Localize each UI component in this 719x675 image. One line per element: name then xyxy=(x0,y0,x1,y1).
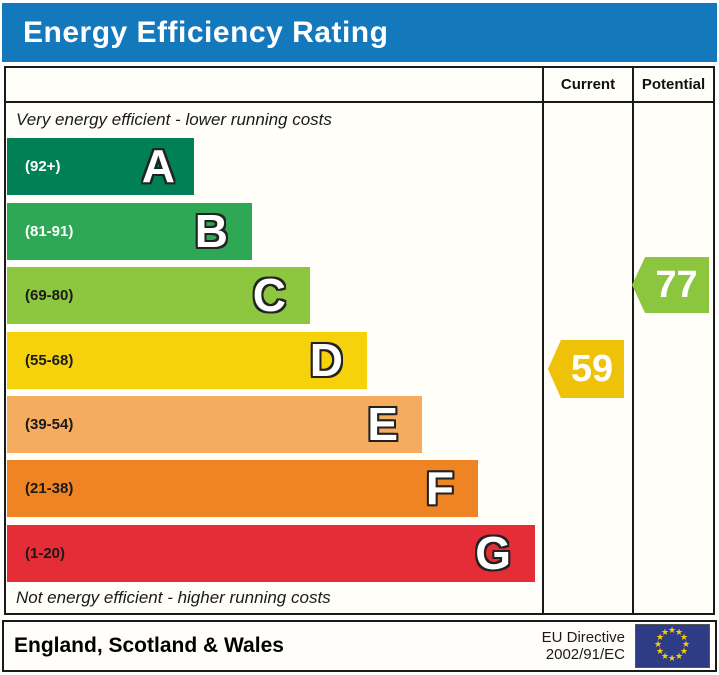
header-row-divider xyxy=(6,101,713,103)
potential-column-header: Potential xyxy=(641,76,706,93)
rating-table: Current Potential Very energy efficient … xyxy=(4,66,715,615)
band-c-range: (69-80) xyxy=(25,287,74,304)
title-bar: Energy Efficiency Rating xyxy=(2,3,717,62)
potential-column-divider xyxy=(632,68,634,613)
footer: England, Scotland & Wales EU Directive 2… xyxy=(2,620,717,672)
potential-rating-indicator: 77 xyxy=(632,257,709,313)
band-a: (92+) A xyxy=(7,138,194,195)
band-e-range: (39-54) xyxy=(25,416,74,433)
potential-rating-value: 77 xyxy=(655,263,698,306)
band-d-range: (55-68) xyxy=(25,352,74,369)
band-a-range: (92+) xyxy=(25,158,61,175)
eu-directive-line1: EU Directive xyxy=(541,629,625,646)
band-g: (1-20) G xyxy=(7,525,535,582)
band-d-letter: D xyxy=(309,334,343,386)
band-f-range: (21-38) xyxy=(25,480,74,497)
eu-flag-icon: ★ ★ ★ ★ ★ ★ ★ ★ ★ ★ ★ ★ xyxy=(635,624,710,668)
eu-directive-line2: 2002/91/EC xyxy=(545,646,625,663)
current-column-header: Current xyxy=(560,76,616,93)
band-b-range: (81-91) xyxy=(25,223,74,240)
region-label: England, Scotland & Wales xyxy=(14,634,284,657)
band-c-letter: C xyxy=(252,269,286,321)
band-g-letter: G xyxy=(475,527,511,579)
top-note: Very energy efficient - lower running co… xyxy=(16,110,332,129)
band-c: (69-80) C xyxy=(7,267,310,324)
band-b-letter: B xyxy=(194,205,228,257)
page-title: Energy Efficiency Rating xyxy=(23,15,389,49)
eu-directive-label: EU Directive 2002/91/EC xyxy=(542,629,625,663)
band-d: (55-68) D xyxy=(7,332,367,389)
current-rating-value: 59 xyxy=(570,347,614,390)
band-e-letter: E xyxy=(367,398,398,450)
band-g-range: (1-20) xyxy=(25,545,66,562)
bottom-note: Not energy efficient - higher running co… xyxy=(16,588,331,607)
current-rating-indicator: 59 xyxy=(548,340,624,398)
current-column-divider xyxy=(542,68,544,613)
band-f: (21-38) F xyxy=(7,460,478,517)
band-b: (81-91) B xyxy=(7,203,252,260)
band-a-letter: A xyxy=(141,140,175,192)
band-f-letter: F xyxy=(425,462,454,514)
band-e: (39-54) E xyxy=(7,396,422,453)
